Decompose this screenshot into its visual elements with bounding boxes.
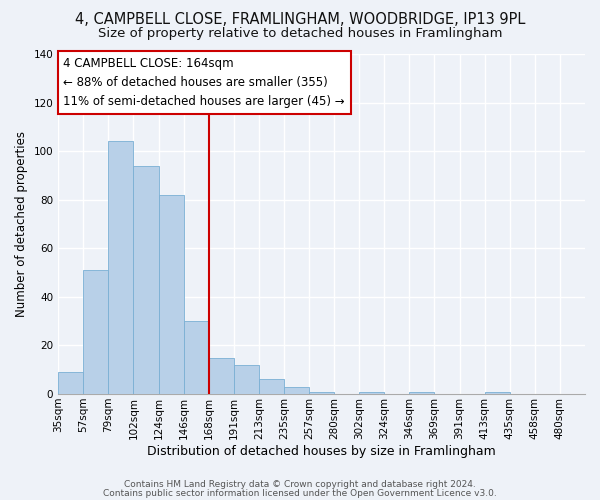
Bar bbox=[309, 392, 334, 394]
Bar bbox=[109, 142, 133, 394]
Text: Size of property relative to detached houses in Framlingham: Size of property relative to detached ho… bbox=[98, 28, 502, 40]
Bar bbox=[184, 321, 209, 394]
Bar bbox=[359, 392, 385, 394]
Bar bbox=[158, 195, 184, 394]
Text: 4, CAMPBELL CLOSE, FRAMLINGHAM, WOODBRIDGE, IP13 9PL: 4, CAMPBELL CLOSE, FRAMLINGHAM, WOODBRID… bbox=[75, 12, 525, 28]
Text: Contains HM Land Registry data © Crown copyright and database right 2024.: Contains HM Land Registry data © Crown c… bbox=[124, 480, 476, 489]
Bar bbox=[409, 392, 434, 394]
Bar bbox=[209, 358, 234, 394]
Text: Contains public sector information licensed under the Open Government Licence v3: Contains public sector information licen… bbox=[103, 488, 497, 498]
Bar bbox=[234, 365, 259, 394]
Bar bbox=[284, 387, 309, 394]
Bar bbox=[259, 380, 284, 394]
Text: 4 CAMPBELL CLOSE: 164sqm
← 88% of detached houses are smaller (355)
11% of semi-: 4 CAMPBELL CLOSE: 164sqm ← 88% of detach… bbox=[64, 58, 345, 108]
Bar bbox=[133, 166, 158, 394]
X-axis label: Distribution of detached houses by size in Framlingham: Distribution of detached houses by size … bbox=[147, 444, 496, 458]
Y-axis label: Number of detached properties: Number of detached properties bbox=[15, 131, 28, 317]
Bar bbox=[58, 372, 83, 394]
Bar bbox=[485, 392, 510, 394]
Bar bbox=[83, 270, 109, 394]
